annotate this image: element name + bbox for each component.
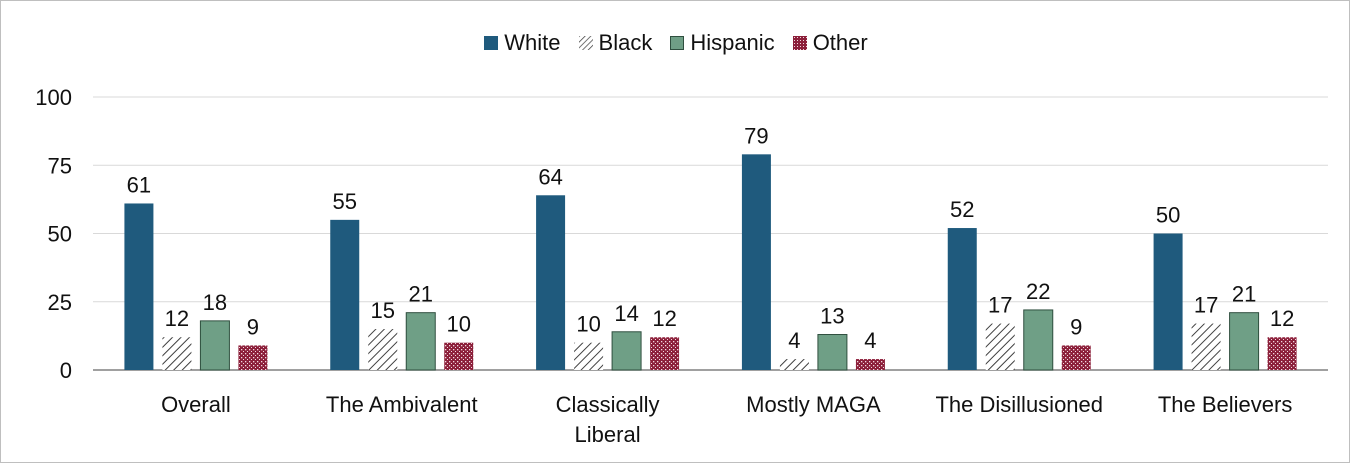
x-tick-label: The Disillusioned [935, 392, 1103, 417]
data-label-other: 12 [1270, 306, 1294, 331]
y-axis-ticks: 0 25 50 75 100 [35, 85, 72, 383]
data-label-white: 55 [333, 189, 357, 214]
bar-white [741, 154, 771, 370]
data-label-black: 15 [371, 298, 395, 323]
bar-black [1191, 323, 1221, 370]
bar-other [444, 342, 474, 370]
bar-white [536, 195, 566, 370]
legend-label-black: Black [598, 30, 653, 55]
data-label-hispanic: 21 [409, 282, 433, 307]
bar-black [985, 323, 1015, 370]
bar-other [1267, 337, 1297, 370]
data-label-white: 50 [1156, 203, 1180, 228]
x-tick-label: The Believers [1158, 392, 1293, 417]
bar-hispanic [405, 312, 436, 371]
legend-item-hispanic: Hispanic [670, 30, 775, 56]
data-label-black: 17 [988, 293, 1012, 318]
x-tick-label: Mostly MAGA [746, 392, 881, 417]
data-label-black: 4 [788, 328, 800, 353]
bar-other [238, 345, 268, 370]
legend: White Black Hispanic Ot [0, 30, 1352, 56]
data-label-other: 12 [652, 306, 676, 331]
data-label-white: 61 [127, 172, 151, 197]
bar-hispanic [1023, 309, 1054, 371]
bar-white [947, 228, 977, 370]
bar-black [779, 359, 809, 370]
legend-item-other: Other [792, 30, 868, 56]
y-tick-label: 25 [48, 290, 72, 315]
data-label-other: 9 [247, 314, 259, 339]
bar-black [368, 329, 398, 370]
y-tick-label: 50 [48, 222, 72, 247]
data-label-hispanic: 22 [1026, 279, 1050, 304]
data-label-hispanic: 13 [820, 304, 844, 329]
legend-swatch-white [484, 36, 499, 50]
x-tick-label: The Ambivalent [326, 392, 478, 417]
bar-other [855, 359, 885, 370]
data-label-white: 64 [538, 164, 562, 189]
legend-swatch-black [578, 36, 593, 50]
bars [124, 154, 1297, 371]
bar-hispanic [817, 334, 848, 371]
bar-hispanic [199, 320, 230, 371]
x-tick-label: Classically Liberal [556, 392, 660, 447]
bar-white [330, 219, 360, 370]
legend-label-hispanic: Hispanic [690, 30, 775, 55]
bar-black [574, 342, 604, 370]
data-label-hispanic: 14 [614, 301, 638, 326]
grid-layer [93, 96, 1328, 371]
y-tick-label: 0 [60, 358, 72, 383]
x-tick-label: Overall [161, 392, 231, 417]
data-label-other: 4 [864, 328, 876, 353]
data-label-black: 10 [576, 312, 600, 337]
legend-swatch-hispanic [670, 36, 685, 50]
data-label-black: 12 [165, 306, 189, 331]
bar-other [1061, 345, 1091, 370]
legend-swatch-other [792, 36, 807, 50]
data-label-hispanic: 18 [203, 290, 227, 315]
bar-other [650, 337, 680, 370]
data-label-other: 9 [1070, 314, 1082, 339]
legend-item-white: White [484, 30, 561, 56]
bar-hispanic [611, 331, 642, 371]
bar-hispanic [1229, 312, 1260, 371]
x-axis-ticks: Overall The Ambivalent Classically Liberal M… [161, 392, 1292, 447]
y-tick-label: 100 [35, 85, 72, 110]
data-label-black: 17 [1194, 293, 1218, 318]
bar-white [1153, 233, 1183, 370]
data-label-white: 79 [744, 123, 768, 148]
legend-label-white: White [504, 30, 561, 55]
data-label-white: 52 [950, 197, 974, 222]
legend-item-black: Black [578, 30, 653, 56]
data-labels: 61 12 18 9 55 15 21 10 64 10 14 12 79 4 13 4 52 17 22 9 50 17… [127, 123, 1295, 353]
legend-label-other: Other [812, 30, 868, 55]
y-tick-label: 75 [48, 153, 72, 178]
data-label-other: 10 [447, 312, 471, 337]
data-label-hispanic: 21 [1232, 282, 1256, 307]
bar-white [124, 203, 154, 370]
bar-black [162, 337, 192, 370]
